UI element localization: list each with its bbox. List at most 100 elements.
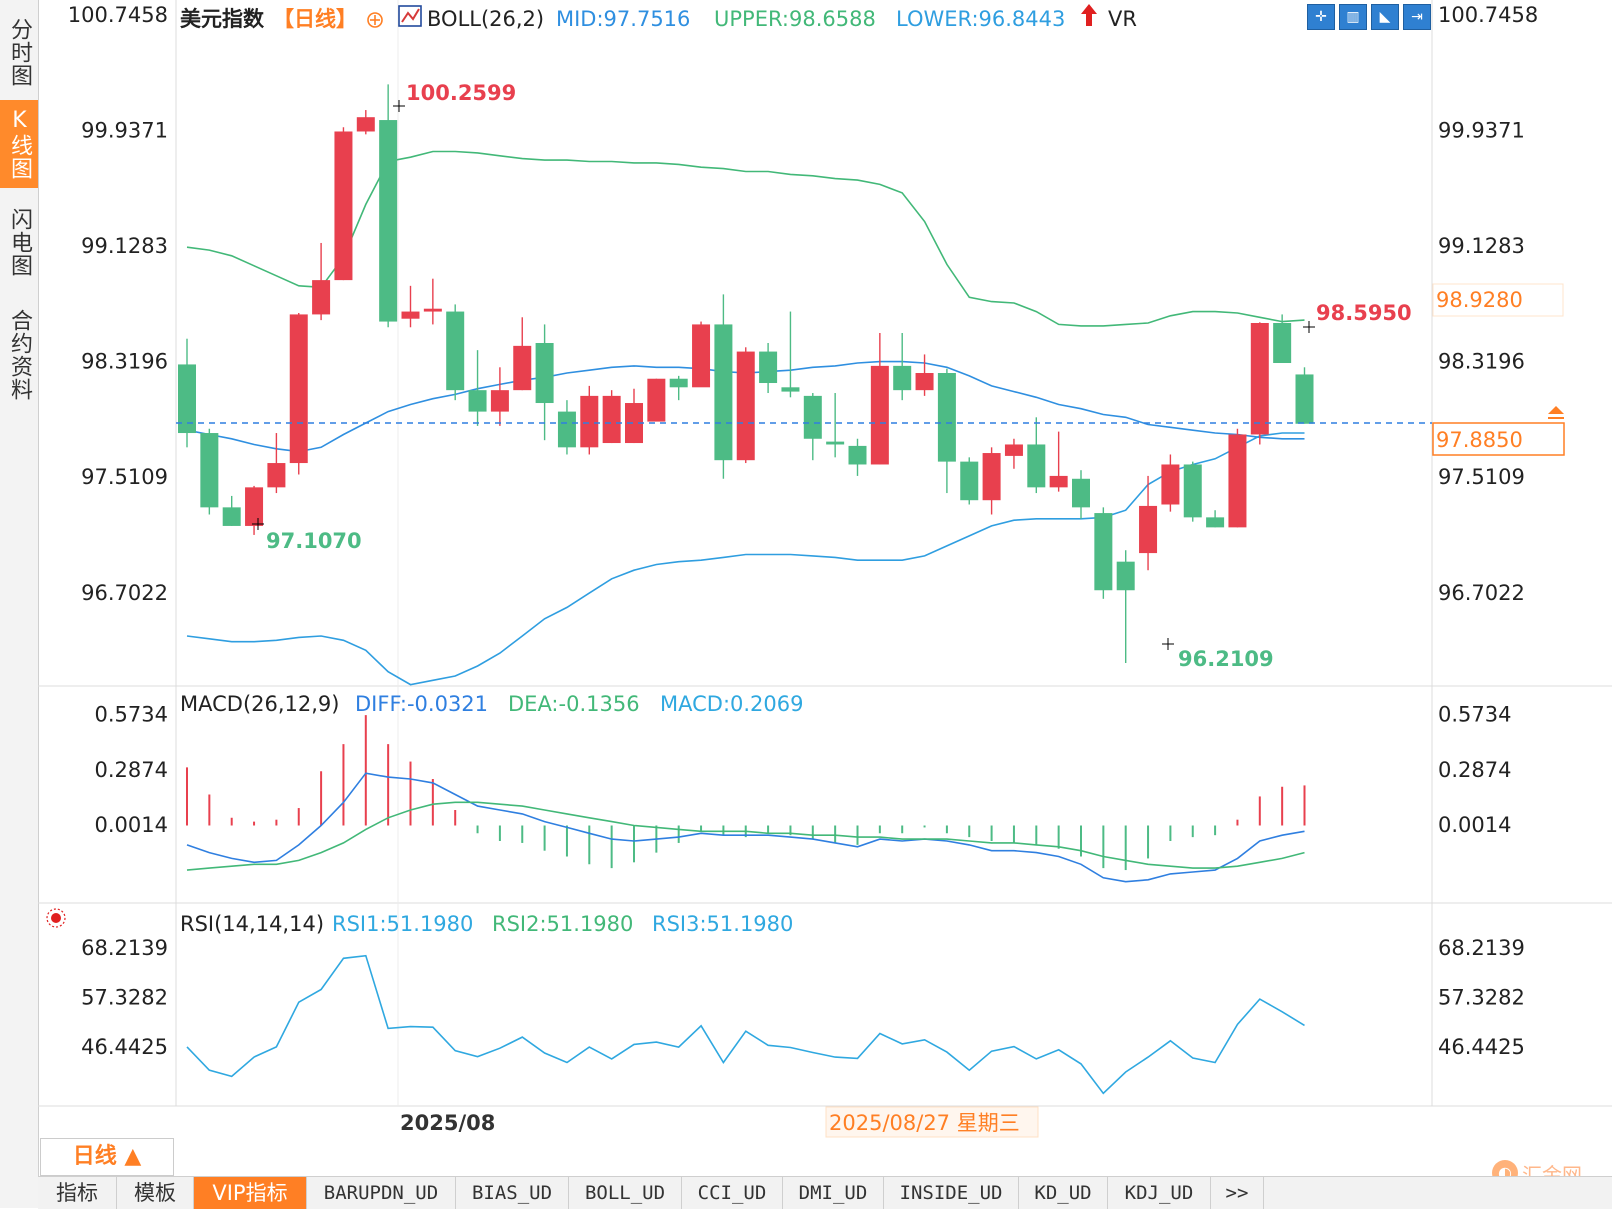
tab-indicators-label: 指标 xyxy=(56,1181,98,1205)
candle xyxy=(803,393,822,461)
price-tick-left: 99.1283 xyxy=(81,234,168,258)
candle xyxy=(379,84,398,328)
price-tick-right: 97.5109 xyxy=(1438,465,1525,489)
rsi-tick-right: 68.2139 xyxy=(1438,936,1525,960)
candle-body xyxy=(356,117,375,132)
candle-body xyxy=(1183,464,1202,518)
tab-vip-label: VIP指标 xyxy=(212,1181,288,1205)
candle xyxy=(893,332,912,401)
tab-timeshare[interactable]: 分时图 xyxy=(0,6,38,98)
tab-templates-label: 模板 xyxy=(134,1181,176,1205)
candle xyxy=(1094,507,1113,599)
candle xyxy=(625,388,643,444)
tab-inside-label: INSIDE_UD xyxy=(899,1182,1003,1204)
candle xyxy=(312,242,331,321)
chart-toolbar: ✛ ▥ ◣ ⇥ xyxy=(1307,4,1431,30)
tab-indicators[interactable]: 指标 xyxy=(38,1177,117,1209)
indicator-chart-icon[interactable] xyxy=(398,5,422,27)
tab-flash-chart[interactable]: 闪电图 xyxy=(0,196,38,288)
candle-body xyxy=(759,351,778,384)
candle xyxy=(490,367,509,426)
candle-body xyxy=(848,445,867,465)
right-high-tag-label: 98.9280 xyxy=(1436,288,1523,312)
annotation-recent-high: 98.5950 xyxy=(1303,301,1412,333)
tab-bias-ud[interactable]: BIAS_UD xyxy=(456,1177,569,1209)
candle-body xyxy=(1027,444,1046,488)
candle-body xyxy=(915,373,934,391)
settings-circle-icon[interactable] xyxy=(367,12,383,28)
candle-body xyxy=(1139,505,1158,554)
period-tag: 【日线】 xyxy=(273,7,357,31)
candle xyxy=(692,321,711,388)
tab-more-label: >> xyxy=(1225,1182,1249,1204)
candle-body xyxy=(178,364,196,434)
tab-boll-label: BOLL_UD xyxy=(584,1182,666,1204)
macd-title: MACD(26,12,9) xyxy=(180,692,340,716)
annotation-max-label: 100.2599 xyxy=(406,81,516,105)
macd-tick-left: 0.0014 xyxy=(95,813,168,837)
candle xyxy=(1072,470,1090,519)
cursor-date-box xyxy=(825,1106,1039,1138)
annotation-min: 96.2109 xyxy=(1162,638,1274,671)
period-selector-label: 日线 ▲ xyxy=(72,1144,142,1169)
candle-body xyxy=(1116,561,1135,591)
candle-body xyxy=(490,390,509,412)
candle xyxy=(1139,475,1158,571)
candle xyxy=(602,390,621,444)
candle xyxy=(647,378,666,422)
candle xyxy=(960,457,979,505)
chart-compare-icon[interactable]: ◣ xyxy=(1371,4,1399,30)
candle xyxy=(1273,314,1292,364)
tab-kline[interactable]: K线图 xyxy=(0,100,38,188)
candle xyxy=(468,350,487,426)
candle xyxy=(870,332,889,465)
tab-barupdn-ud[interactable]: BARUPDN_UD xyxy=(307,1177,456,1209)
boll-upper-value: UPPER:98.6588 xyxy=(714,7,876,31)
rsi-tick-left: 68.2139 xyxy=(81,936,168,960)
tab-contract-info[interactable]: 合约资料 xyxy=(0,296,38,414)
tab-inside-ud[interactable]: INSIDE_UD xyxy=(884,1177,1019,1209)
period-selector[interactable]: 日线 ▲ xyxy=(40,1138,174,1176)
candle-body xyxy=(535,343,554,404)
rsi-axis-left: 68.2139 57.3282 46.4425 xyxy=(81,936,168,1059)
tab-boll-ud[interactable]: BOLL_UD xyxy=(569,1177,682,1209)
rsi-1-value: RSI1:51.1980 xyxy=(332,912,473,936)
tab-kd-ud[interactable]: KD_UD xyxy=(1019,1177,1108,1209)
macd-histogram xyxy=(186,715,1306,871)
tab-templates[interactable]: 模板 xyxy=(117,1177,194,1209)
candle-body xyxy=(781,387,800,392)
macd-tick-left: 0.5734 xyxy=(95,702,168,726)
chart-canvas[interactable]: 100.2599 97.1070 96.2109 98.5950 美元指数 【日… xyxy=(38,0,1612,1176)
frame-lines xyxy=(38,0,1612,1107)
tab-cci-label: CCI_UD xyxy=(697,1182,767,1204)
candle-body xyxy=(826,441,845,445)
fullscreen-icon[interactable]: ✛ xyxy=(1307,4,1335,30)
vr-up-arrow-icon[interactable] xyxy=(1081,4,1097,26)
candle xyxy=(200,428,219,515)
candle-body xyxy=(647,378,666,422)
price-tick-right: 99.1283 xyxy=(1438,234,1525,258)
export-icon[interactable]: ⇥ xyxy=(1403,4,1431,30)
candle xyxy=(1228,428,1247,528)
chart-indicator-icon[interactable]: ▥ xyxy=(1339,4,1367,30)
tab-dmi-ud[interactable]: DMI_UD xyxy=(783,1177,884,1209)
price-axis-right: 100.7458 99.9371 99.1283 98.3196 97.5109 96.7… xyxy=(1438,3,1538,605)
tab-vip-indicators[interactable]: VIP指标 xyxy=(194,1177,307,1209)
candle-body xyxy=(267,463,286,488)
tab-more[interactable]: >> xyxy=(1211,1177,1264,1209)
candle xyxy=(401,285,420,328)
tab-dmi-label: DMI_UD xyxy=(798,1182,868,1204)
candle-body xyxy=(401,311,420,319)
right-high-tag: 98.9280 xyxy=(1432,283,1564,317)
macd-tick-right: 0.5734 xyxy=(1438,702,1511,726)
tab-flash-chart-label: 闪电图 xyxy=(7,207,32,277)
sun-settings-icon[interactable] xyxy=(46,908,66,928)
macd-tick-right: 0.2874 xyxy=(1438,758,1511,782)
month-label: 2025/08 xyxy=(400,1111,495,1135)
candle xyxy=(937,368,956,494)
tab-kd-label: KD_UD xyxy=(1034,1182,1092,1204)
candle-body xyxy=(893,365,912,391)
tab-kdj-ud[interactable]: KDJ_UD xyxy=(1108,1177,1211,1209)
macd-diff-value: DIFF:-0.0321 xyxy=(355,692,488,716)
tab-cci-ud[interactable]: CCI_UD xyxy=(682,1177,783,1209)
